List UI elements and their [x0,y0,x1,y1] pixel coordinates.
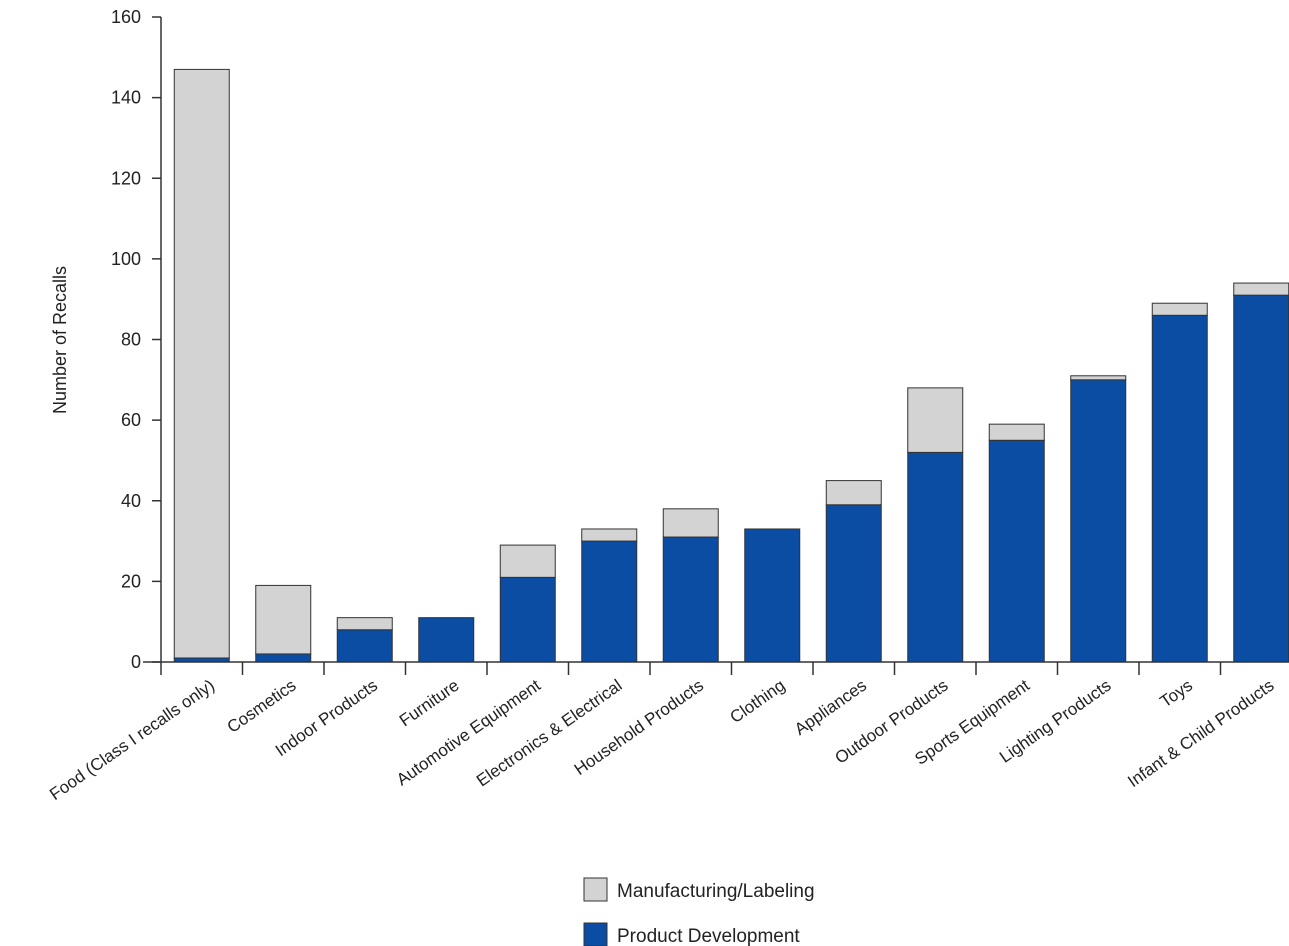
y-tick-label: 20 [121,571,141,591]
bar-segment-manufacturing-labeling [988,423,1045,441]
bar-segment-manufacturing-labeling [825,480,882,506]
legend-swatch-manufacturing-labeling [583,877,608,902]
bar-segment-product-development [662,536,719,663]
bar-segment-manufacturing-labeling [336,617,393,631]
y-tick-label: 60 [121,410,141,430]
bar-segment-product-development [1151,314,1208,663]
x-category-label: Clothing [727,676,789,727]
x-category-label: Food (Class I recalls only) [46,676,218,804]
x-category-label: Automotive Equipment [393,676,544,790]
y-axis: 0 20 40 60 80 100 120 140 160 [111,7,162,672]
x-axis: Food (Class I recalls only) CosmeticsIndo… [46,661,1289,804]
bar-segment-product-development [581,540,638,663]
bar-segment-manufacturing-labeling [499,544,556,578]
bar-segment-manufacturing-labeling [581,528,638,542]
bar-segment-manufacturing-labeling [1070,375,1127,381]
y-axis-title: Number of Recalls [50,266,70,414]
legend: Manufacturing/Labeling Product Developmen… [583,877,815,946]
y-tick-label: 160 [111,7,141,27]
bar-segment-product-development [825,504,882,663]
x-category-label: Infant & Child Products [1124,676,1277,791]
bar-segment-manufacturing-labeling [907,387,964,453]
bar-segment-product-development [499,576,556,663]
bar-segment-manufacturing-labeling [255,584,312,655]
bar-segment-product-development [255,653,312,663]
y-tick-label: 120 [111,168,141,188]
bars-group [173,68,1289,663]
y-tick-label: 0 [131,652,141,672]
x-category-label: Toys [1157,676,1197,712]
x-category-label: Cosmetics [224,676,300,737]
bar-segment-manufacturing-labeling [1151,302,1208,316]
y-tick-label: 140 [111,88,141,108]
bar-segment-product-development [1233,294,1289,663]
bar-segment-manufacturing-labeling [173,68,230,659]
bar-segment-manufacturing-labeling [1233,282,1289,296]
bar-segment-product-development [418,617,475,663]
y-tick-label: 80 [121,330,141,350]
bar-segment-product-development [744,528,801,663]
x-category-label: Appliances [791,676,870,739]
x-category-label: Furniture [396,676,463,731]
legend-swatch-product-development [583,922,608,946]
bar-segment-product-development [1070,379,1127,663]
y-tick-label: 100 [111,249,141,269]
legend-label: Manufacturing/Labeling [617,881,815,902]
bar-segment-product-development [907,451,964,663]
x-category-label: Electronics & Electrical [473,676,626,791]
bar-segment-product-development [336,629,393,663]
legend-label: Product Development [617,926,800,946]
y-tick-label: 40 [121,491,141,511]
bar-segment-manufacturing-labeling [662,508,719,538]
bar-segment-product-development [988,439,1045,663]
